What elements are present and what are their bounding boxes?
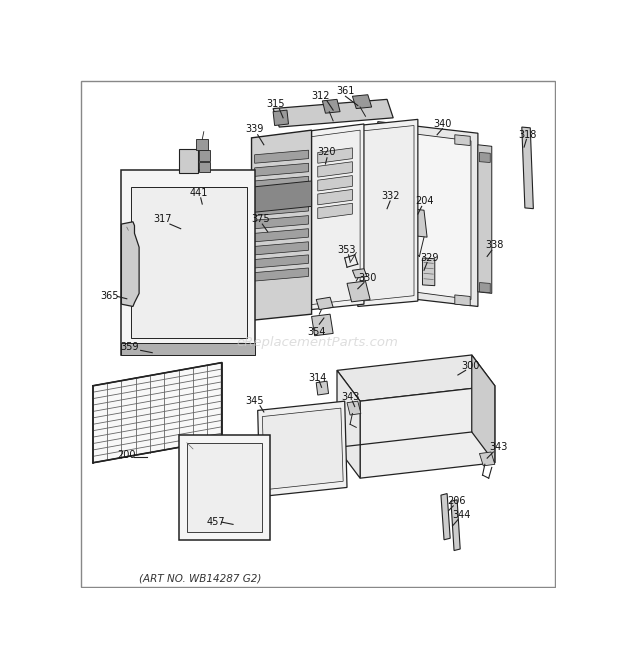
Polygon shape: [273, 110, 288, 126]
Polygon shape: [358, 120, 418, 307]
Polygon shape: [255, 176, 309, 190]
Text: 330: 330: [358, 273, 377, 283]
Polygon shape: [360, 386, 495, 478]
Polygon shape: [122, 170, 255, 355]
Polygon shape: [441, 494, 450, 540]
Text: 318: 318: [519, 130, 537, 139]
Polygon shape: [255, 255, 309, 268]
Text: 332: 332: [381, 192, 399, 202]
Text: 314: 314: [309, 373, 327, 383]
Text: 339: 339: [246, 124, 264, 134]
Polygon shape: [317, 204, 352, 219]
Text: 317: 317: [153, 214, 172, 225]
Polygon shape: [337, 370, 360, 478]
Polygon shape: [337, 355, 495, 401]
Polygon shape: [316, 297, 333, 309]
Polygon shape: [258, 401, 347, 496]
Polygon shape: [179, 435, 270, 540]
Polygon shape: [273, 99, 393, 127]
Polygon shape: [255, 202, 309, 215]
Polygon shape: [262, 408, 343, 490]
Text: 204: 204: [415, 196, 433, 206]
Text: 345: 345: [246, 396, 264, 406]
Text: 338: 338: [485, 240, 504, 250]
Polygon shape: [81, 81, 555, 587]
Polygon shape: [317, 148, 352, 163]
Polygon shape: [479, 283, 490, 293]
Polygon shape: [455, 135, 470, 145]
Polygon shape: [317, 176, 352, 191]
Polygon shape: [317, 162, 352, 177]
Polygon shape: [410, 209, 427, 237]
Polygon shape: [131, 187, 247, 338]
Text: 329: 329: [420, 253, 439, 263]
Polygon shape: [347, 281, 370, 302]
Text: 315: 315: [266, 99, 285, 109]
Polygon shape: [304, 124, 364, 310]
Polygon shape: [352, 95, 371, 108]
Text: 300: 300: [461, 361, 479, 371]
Text: 353: 353: [338, 245, 356, 255]
Text: 343: 343: [490, 442, 508, 452]
Text: (ART NO. WB14287 G2): (ART NO. WB14287 G2): [139, 573, 262, 583]
Text: 320: 320: [317, 147, 336, 157]
Text: 365: 365: [100, 292, 119, 301]
Text: 375: 375: [252, 214, 270, 225]
Polygon shape: [422, 258, 435, 286]
Text: 343: 343: [341, 391, 359, 402]
Polygon shape: [347, 401, 361, 415]
Polygon shape: [122, 222, 139, 307]
Polygon shape: [478, 145, 492, 293]
Polygon shape: [255, 242, 309, 255]
Polygon shape: [122, 342, 255, 355]
Text: 344: 344: [453, 510, 471, 520]
Text: 200: 200: [118, 450, 136, 460]
Polygon shape: [255, 163, 309, 176]
Polygon shape: [196, 139, 208, 150]
Polygon shape: [322, 99, 340, 113]
Text: 206: 206: [447, 496, 466, 506]
Polygon shape: [187, 443, 262, 532]
Polygon shape: [255, 268, 309, 281]
Polygon shape: [385, 130, 471, 299]
Text: eReplacementParts.com: eReplacementParts.com: [237, 336, 399, 349]
Polygon shape: [352, 269, 367, 278]
Polygon shape: [255, 229, 309, 242]
Polygon shape: [312, 314, 333, 336]
Polygon shape: [378, 122, 478, 307]
Text: 441: 441: [189, 188, 208, 198]
Polygon shape: [309, 130, 360, 305]
Text: 359: 359: [120, 342, 138, 352]
Polygon shape: [179, 149, 198, 173]
Polygon shape: [255, 150, 309, 163]
Text: 340: 340: [433, 119, 452, 129]
Polygon shape: [255, 190, 309, 202]
Polygon shape: [93, 363, 221, 463]
Polygon shape: [199, 150, 210, 161]
Polygon shape: [252, 181, 312, 213]
Polygon shape: [451, 500, 460, 551]
Text: 312: 312: [312, 91, 330, 101]
Polygon shape: [479, 452, 495, 466]
Polygon shape: [363, 126, 414, 301]
Text: 457: 457: [207, 517, 226, 527]
Text: 354: 354: [307, 327, 326, 337]
Polygon shape: [455, 295, 470, 305]
Polygon shape: [317, 190, 352, 205]
Polygon shape: [522, 127, 533, 209]
Polygon shape: [472, 355, 495, 463]
Polygon shape: [252, 130, 312, 321]
Polygon shape: [199, 163, 210, 172]
Polygon shape: [255, 215, 309, 229]
Polygon shape: [479, 153, 490, 163]
Text: 361: 361: [336, 86, 355, 96]
Polygon shape: [316, 381, 329, 395]
